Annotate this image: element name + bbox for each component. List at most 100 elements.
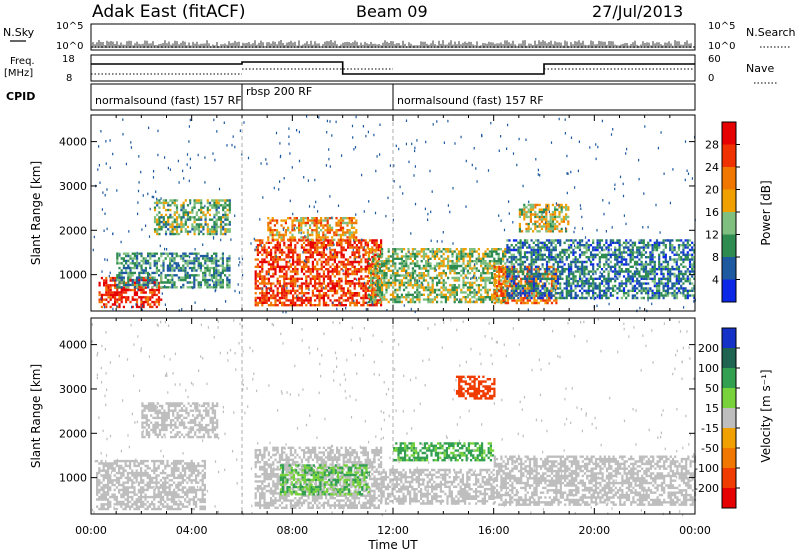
xtick-label: 04:00 xyxy=(176,524,208,537)
colorbar-tick-label: 15 xyxy=(705,402,719,415)
heatmap-cells xyxy=(156,199,231,236)
colorbar-swatch xyxy=(722,368,736,389)
nsky-label: N.Sky xyxy=(3,26,35,39)
colorbar-swatch xyxy=(722,167,736,190)
heatmap-cells xyxy=(393,442,495,462)
nave-tick-top: 60 xyxy=(708,54,721,65)
velocity-xaxis: 00:00 04:00 08:00 12:00 16:00 20:00 00:00 xyxy=(75,524,711,537)
xtick-label: 00:00 xyxy=(679,524,711,537)
heatmap-cells xyxy=(98,276,163,309)
power-colorbar-label: Power [dB] xyxy=(759,180,773,245)
heatmap-cells xyxy=(518,203,570,233)
colorbar-swatch xyxy=(722,468,736,489)
power-colorbar: 4 8 12 16 20 24 28 xyxy=(705,121,740,303)
heatmap-cells xyxy=(141,402,219,439)
heatmap-cells xyxy=(493,455,697,506)
nsky-noise-line xyxy=(92,40,692,48)
velocity-panel: 1000 2000 3000 4000 00:00 04:00 08:00 12:00 16:… xyxy=(29,317,711,552)
velocity-heatmap xyxy=(91,318,697,517)
velocity-colorbar-label: Velocity [m s⁻¹] xyxy=(759,369,773,462)
xtick-label: 08:00 xyxy=(276,524,308,537)
colorbar-tick-label: 12 xyxy=(705,229,719,242)
cpid-segment-label: normalsound (fast) 157 RF xyxy=(95,94,242,107)
power-ylabel: Slant Range [km] xyxy=(29,161,43,265)
colorbar-tick-label: -15 xyxy=(701,422,719,435)
heatmap-cells xyxy=(254,239,383,307)
heatmap-cells xyxy=(518,203,570,233)
colorbar-frame xyxy=(721,327,737,509)
freq-unit: [MHz] xyxy=(4,68,33,79)
ytick-label: 4000 xyxy=(59,136,87,149)
nave-trace-line xyxy=(91,68,695,75)
heatmap-cells xyxy=(506,239,696,300)
heatmap-cells xyxy=(269,217,358,241)
colorbar-swatch xyxy=(722,348,736,369)
colorbar-swatch xyxy=(722,189,736,213)
heatmap-cells xyxy=(254,239,383,307)
power-heatmap xyxy=(92,115,696,314)
colorbar-swatch xyxy=(722,488,736,509)
colorbar-tick-label: 100 xyxy=(698,362,719,375)
freq-tick-top: 18 xyxy=(62,54,75,65)
heatmap-cells xyxy=(96,459,206,511)
nsky-strip-frame xyxy=(90,23,696,51)
colorbar-tick-label: 20 xyxy=(705,184,719,197)
heatmap-cells xyxy=(380,468,495,505)
colorbar-swatch xyxy=(722,408,736,429)
cpid-segments: normalsound (fast) 157 RF rbsp 200 RF norm… xyxy=(95,84,544,110)
colorbar-tick-label: 4 xyxy=(712,274,719,287)
cpid-segment-label: rbsp 200 RF xyxy=(246,85,312,98)
colorbar-swatch xyxy=(722,279,736,303)
xtick-label: 20:00 xyxy=(578,524,610,537)
power-panel: 1000 2000 3000 4000 Slant Range [km] xyxy=(29,114,696,314)
nave-tick-bottom: 0 xyxy=(708,73,714,84)
heatmap-cells xyxy=(279,464,370,496)
heatmap-cells xyxy=(455,375,496,400)
ytick-label: 2000 xyxy=(59,427,87,440)
date-title: 27/Jul/2013 xyxy=(592,2,683,21)
cpid-segment-label: normalsound (fast) 157 RF xyxy=(397,94,544,107)
colorbar-tick-label: 24 xyxy=(705,161,719,174)
freq-strip-frame xyxy=(90,54,696,82)
nsky-tick-bottom: 10^0 xyxy=(56,41,83,52)
xtick-label: 00:00 xyxy=(75,524,107,537)
ytick-label: 1000 xyxy=(59,269,87,282)
colorbar-tick-label: 8 xyxy=(712,251,719,264)
heatmap-cells xyxy=(267,217,358,241)
xtick-label: 16:00 xyxy=(478,524,510,537)
colorbar-tick-label: 200 xyxy=(698,342,719,355)
beam-title: Beam 09 xyxy=(356,2,428,21)
velocity-yaxis: 1000 2000 3000 4000 xyxy=(59,318,696,514)
station-title: Adak East (fitACF) xyxy=(92,2,246,22)
heatmap-cells xyxy=(367,248,507,304)
heatmap-cells xyxy=(153,199,231,236)
nsearch-tick-top: 10^5 xyxy=(708,21,735,32)
ytick-label: 2000 xyxy=(59,224,87,237)
ytick-label: 1000 xyxy=(59,472,87,485)
heatmap-cells xyxy=(506,239,696,300)
ytick-label: 4000 xyxy=(59,339,87,352)
colorbar-tick-label: -50 xyxy=(701,442,719,455)
colorbar-swatch xyxy=(722,257,736,280)
velocity-ylabel: Slant Range [km] xyxy=(29,364,43,468)
colorbar-tick-label: 28 xyxy=(705,139,719,152)
heatmap-cells xyxy=(267,217,358,241)
colorbar-tick-label: -200 xyxy=(694,482,719,495)
heatmap-cells xyxy=(153,199,229,236)
heatmap-cells xyxy=(98,276,163,309)
freq-tick-bottom: 8 xyxy=(66,73,72,84)
colorbar-swatch xyxy=(722,328,736,349)
freq-trace xyxy=(91,61,695,75)
nave-label: Nave xyxy=(746,62,774,75)
colorbar-tick-label: 50 xyxy=(705,382,719,395)
heatmap-cells xyxy=(116,252,231,289)
heatmap-cells xyxy=(269,217,353,241)
power-yaxis: 1000 2000 3000 4000 xyxy=(59,115,696,311)
nsky-tick-top: 10^5 xyxy=(56,21,83,32)
colorbar-swatch xyxy=(722,448,736,469)
ytick-label: 3000 xyxy=(59,180,87,193)
nsearch-label: N.Search xyxy=(746,26,796,39)
colorbar-tick-label: -100 xyxy=(694,462,719,475)
colorbar-swatch xyxy=(722,428,736,449)
